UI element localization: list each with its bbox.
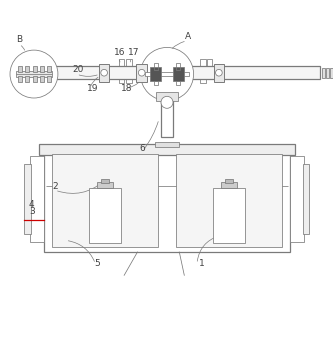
Bar: [24, 68, 27, 78]
Bar: [25, 66, 29, 72]
Text: 19: 19: [87, 84, 98, 93]
Bar: [119, 59, 124, 66]
Bar: [213, 64, 224, 82]
Bar: [44, 146, 290, 252]
Bar: [16, 68, 19, 78]
Bar: [136, 64, 147, 82]
Circle shape: [215, 69, 222, 76]
Bar: [119, 79, 124, 83]
Bar: [40, 77, 44, 82]
Bar: [322, 68, 325, 78]
Circle shape: [101, 69, 108, 76]
Bar: [24, 164, 31, 234]
Bar: [150, 67, 161, 81]
Circle shape: [140, 47, 194, 101]
Text: 16: 16: [115, 48, 126, 57]
Bar: [12, 68, 15, 78]
Bar: [97, 182, 113, 188]
Bar: [330, 68, 333, 78]
Bar: [33, 77, 37, 82]
Bar: [33, 66, 37, 72]
Bar: [25, 77, 29, 82]
Bar: [326, 68, 329, 78]
Text: 18: 18: [121, 84, 133, 93]
Bar: [176, 64, 180, 70]
Bar: [99, 64, 110, 82]
Bar: [20, 68, 23, 78]
Bar: [18, 77, 22, 82]
Bar: [39, 144, 295, 155]
Bar: [176, 81, 180, 85]
Bar: [30, 155, 44, 242]
Bar: [52, 154, 158, 247]
Circle shape: [161, 96, 173, 108]
Bar: [90, 188, 121, 243]
Text: A: A: [185, 32, 191, 41]
Bar: [303, 164, 309, 234]
Bar: [213, 188, 244, 243]
Bar: [34, 66, 320, 79]
Bar: [16, 71, 52, 77]
Bar: [154, 81, 158, 85]
Bar: [200, 59, 206, 66]
Bar: [47, 77, 51, 82]
Text: 20: 20: [72, 65, 84, 74]
Bar: [156, 92, 178, 101]
Circle shape: [138, 69, 145, 76]
Bar: [40, 66, 44, 72]
Bar: [47, 66, 51, 72]
Bar: [176, 154, 282, 247]
Text: 17: 17: [128, 48, 139, 57]
Bar: [155, 142, 179, 147]
Bar: [290, 155, 304, 242]
Bar: [18, 66, 22, 72]
Bar: [207, 59, 212, 66]
Bar: [101, 179, 109, 183]
Text: 4: 4: [29, 200, 35, 209]
Bar: [145, 72, 189, 76]
Bar: [200, 79, 206, 83]
Bar: [161, 101, 173, 137]
Text: 6: 6: [140, 144, 146, 153]
Bar: [28, 68, 31, 78]
Circle shape: [10, 50, 58, 98]
Bar: [127, 79, 132, 83]
Text: B: B: [16, 35, 22, 45]
Text: 1: 1: [199, 259, 204, 268]
Text: 2: 2: [52, 182, 58, 191]
Text: 3: 3: [29, 207, 35, 217]
Text: 5: 5: [94, 259, 100, 268]
Bar: [154, 64, 158, 70]
Bar: [225, 179, 233, 183]
Bar: [127, 59, 132, 66]
Bar: [173, 67, 184, 81]
Bar: [221, 182, 237, 188]
